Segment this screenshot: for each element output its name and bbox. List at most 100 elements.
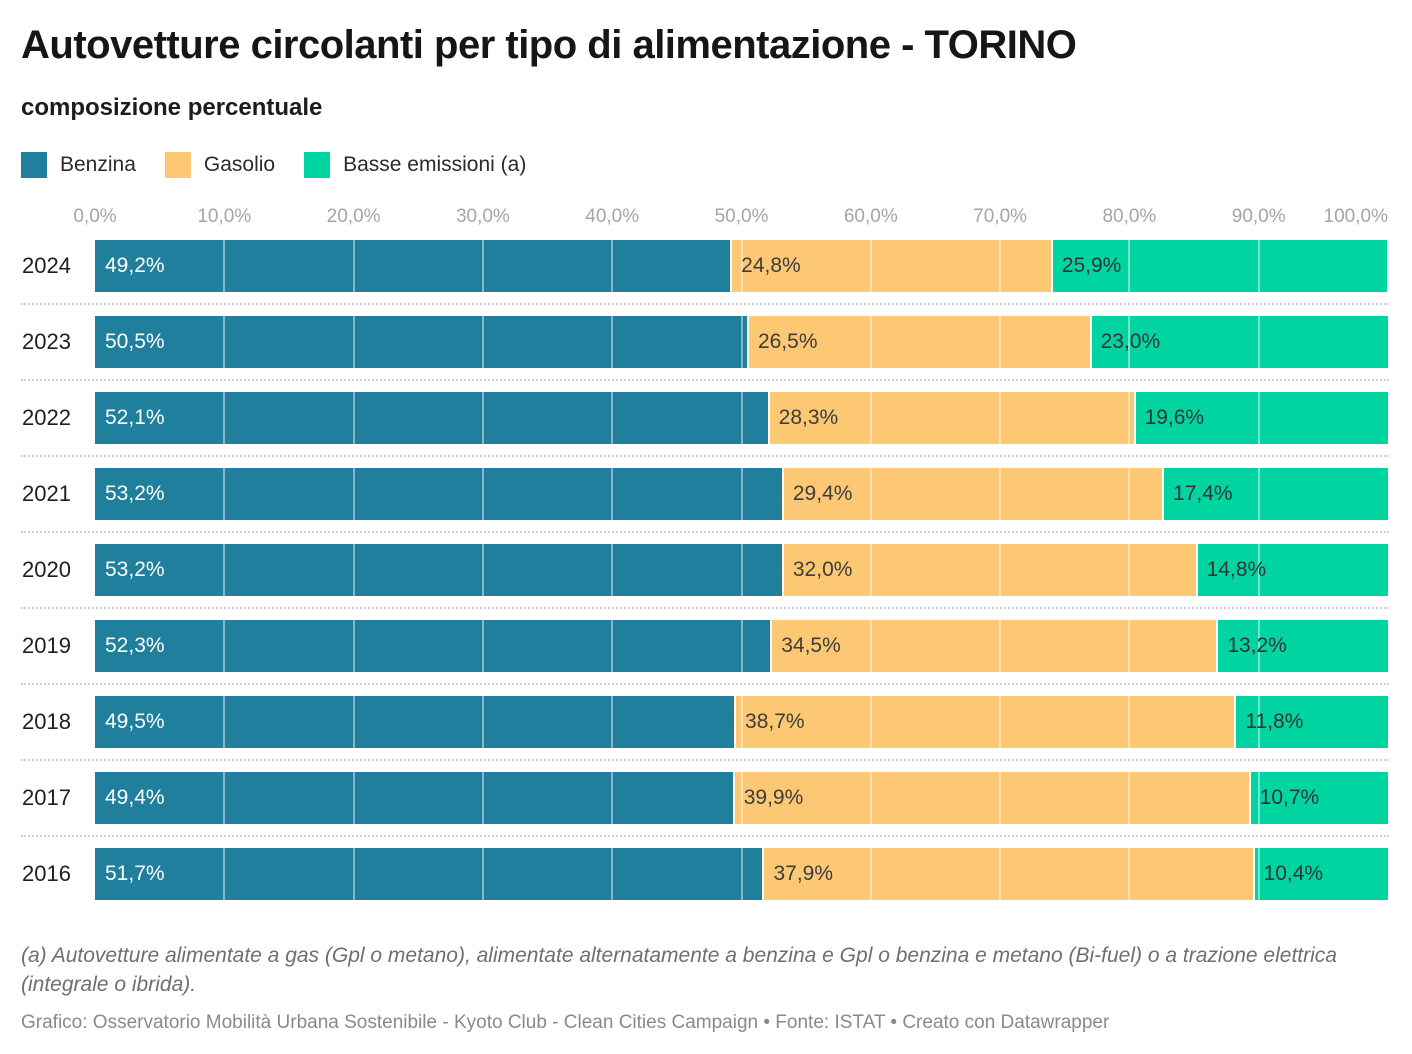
segment-value-label: 24,8% xyxy=(741,254,801,277)
credits: Grafico: Osservatorio Mobilità Urbana So… xyxy=(21,1011,1110,1033)
bar-row-2016: 2016 51,7% 37,9% 10,4% xyxy=(0,848,1412,900)
stacked-bar: 50,5% 26,5% 23,0% xyxy=(95,316,1388,368)
gridline xyxy=(223,772,226,824)
gridline xyxy=(999,468,1002,520)
gridline xyxy=(611,848,614,900)
legend-swatch-icon xyxy=(304,152,331,178)
gridline xyxy=(481,772,484,824)
segment-divider xyxy=(1216,620,1219,672)
gridline xyxy=(869,848,872,900)
axis-tick-label: 90,0% xyxy=(1231,206,1286,227)
gridline xyxy=(999,772,1002,824)
segment-value-label: 39,9% xyxy=(743,786,804,809)
legend-item-3: Basse emissioni (a) xyxy=(304,152,526,178)
stacked-bar: 52,3% 34,5% 13,2% xyxy=(95,620,1388,672)
segment-value-label: 10,7% xyxy=(1259,786,1320,809)
gridline xyxy=(481,392,484,444)
segment-divider xyxy=(767,392,770,444)
gridline xyxy=(740,392,743,444)
gridline xyxy=(740,240,743,292)
gridline xyxy=(1128,240,1131,292)
segment-value-label: 34,5% xyxy=(781,634,841,657)
segment-value-label: 32,0% xyxy=(792,558,853,581)
axis-tick-label: 80,0% xyxy=(1102,206,1157,227)
year-label: 2021 xyxy=(22,481,71,506)
segment-divider xyxy=(746,316,749,368)
gridline xyxy=(481,240,484,292)
gridline xyxy=(223,392,226,444)
segment-value-label: 51,7% xyxy=(105,862,165,885)
plot-area: 2024 49,2% 24,8% 25,9% 2023 50,5% 26,5% 23,0% 20… xyxy=(0,240,1412,900)
gridline xyxy=(223,468,226,520)
legend-label: Gasolio xyxy=(203,153,276,176)
gridline xyxy=(1257,848,1260,900)
gridline xyxy=(869,468,872,520)
legend-label: Basse emissioni (a) xyxy=(343,153,527,176)
gridline xyxy=(999,544,1002,596)
segment-divider xyxy=(781,468,784,520)
segment-value-label: 23,0% xyxy=(1100,330,1161,353)
segment-basse-emissioni-a: 17,4% xyxy=(1163,468,1388,520)
segment-value-label: 52,3% xyxy=(105,634,165,657)
gridline xyxy=(481,544,484,596)
gridline xyxy=(999,696,1002,748)
gridline xyxy=(481,696,484,748)
gridline xyxy=(481,620,484,672)
chart-subtitle: composizione percentuale xyxy=(21,94,323,121)
segment-divider xyxy=(1133,392,1136,444)
segment-divider xyxy=(770,620,773,672)
row-separator xyxy=(0,520,1412,544)
row-separator xyxy=(0,748,1412,772)
gridline xyxy=(1257,544,1260,596)
year-label: 2022 xyxy=(22,405,71,430)
bar-row-2017: 2017 49,4% 39,9% 10,7% xyxy=(0,772,1412,824)
segment-value-label: 53,2% xyxy=(105,558,165,581)
gridline xyxy=(481,316,484,368)
row-separator xyxy=(0,368,1412,392)
segment-gasolio: 24,8% xyxy=(731,240,1052,292)
x-axis: 0,0% 10,0% 20,0% 30,0% 40,0% 50,0% 60,0% 70,0% 8… xyxy=(73,206,1388,228)
gridline xyxy=(352,696,355,748)
segment-divider xyxy=(781,544,784,596)
segment-value-label: 14,8% xyxy=(1206,558,1267,581)
bar-row-2022: 2022 52,1% 28,3% 19,6% xyxy=(0,392,1412,444)
segment-value-label: 25,9% xyxy=(1061,254,1122,277)
gridline xyxy=(740,696,743,748)
axis-tick-label: 60,0% xyxy=(843,206,898,227)
segment-divider xyxy=(1195,544,1198,596)
segment-divider xyxy=(1162,468,1165,520)
segment-value-label: 37,9% xyxy=(773,862,834,885)
segment-value-label: 28,3% xyxy=(778,406,839,429)
gridline xyxy=(1128,316,1131,368)
gridline xyxy=(869,544,872,596)
legend-label: Benzina xyxy=(60,153,136,176)
segment-gasolio: 28,3% xyxy=(768,392,1135,444)
gridline xyxy=(481,468,484,520)
segment-value-label: 49,2% xyxy=(105,254,165,277)
gridline xyxy=(223,620,226,672)
gridline xyxy=(1128,544,1131,596)
gridline xyxy=(999,848,1002,900)
year-label: 2017 xyxy=(22,785,71,810)
gridline xyxy=(1257,620,1260,672)
segment-value-label: 19,6% xyxy=(1144,406,1205,429)
gridline xyxy=(1128,848,1131,900)
gridline xyxy=(223,544,226,596)
stacked-bar: 49,4% 39,9% 10,7% xyxy=(95,772,1388,824)
legend-swatch-icon xyxy=(164,152,191,178)
gridline xyxy=(1128,772,1131,824)
gridline xyxy=(869,772,872,824)
year-label: 2024 xyxy=(22,253,71,278)
gridline xyxy=(223,316,226,368)
segment-gasolio: 29,4% xyxy=(782,468,1164,520)
gridline xyxy=(740,620,743,672)
gridline xyxy=(869,620,872,672)
legend-item-2: Gasolio xyxy=(164,152,276,178)
segment-divider xyxy=(1252,848,1255,900)
segment-divider xyxy=(730,240,733,292)
gridline xyxy=(352,620,355,672)
legend-swatch-icon xyxy=(21,152,47,178)
axis-tick-label: 30,0% xyxy=(455,206,510,227)
segment-benzina: 49,2% xyxy=(95,240,732,292)
gridline xyxy=(869,392,872,444)
